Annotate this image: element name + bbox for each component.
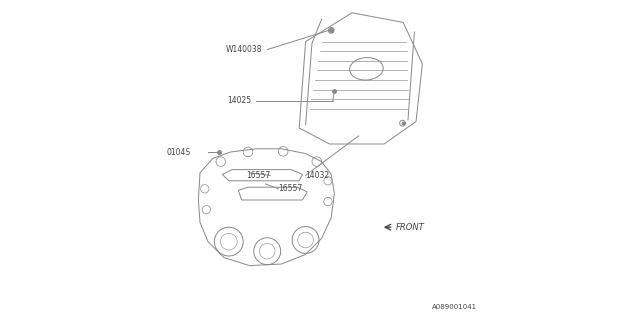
Text: A089001041: A089001041 [431,304,477,310]
Text: FRONT: FRONT [396,223,425,232]
Text: W140038: W140038 [226,45,262,54]
Text: 16557: 16557 [278,184,303,193]
Text: 0104S: 0104S [166,148,191,156]
Text: 14032: 14032 [306,171,330,180]
Text: 16557: 16557 [246,171,270,180]
Text: 14025: 14025 [227,96,251,105]
